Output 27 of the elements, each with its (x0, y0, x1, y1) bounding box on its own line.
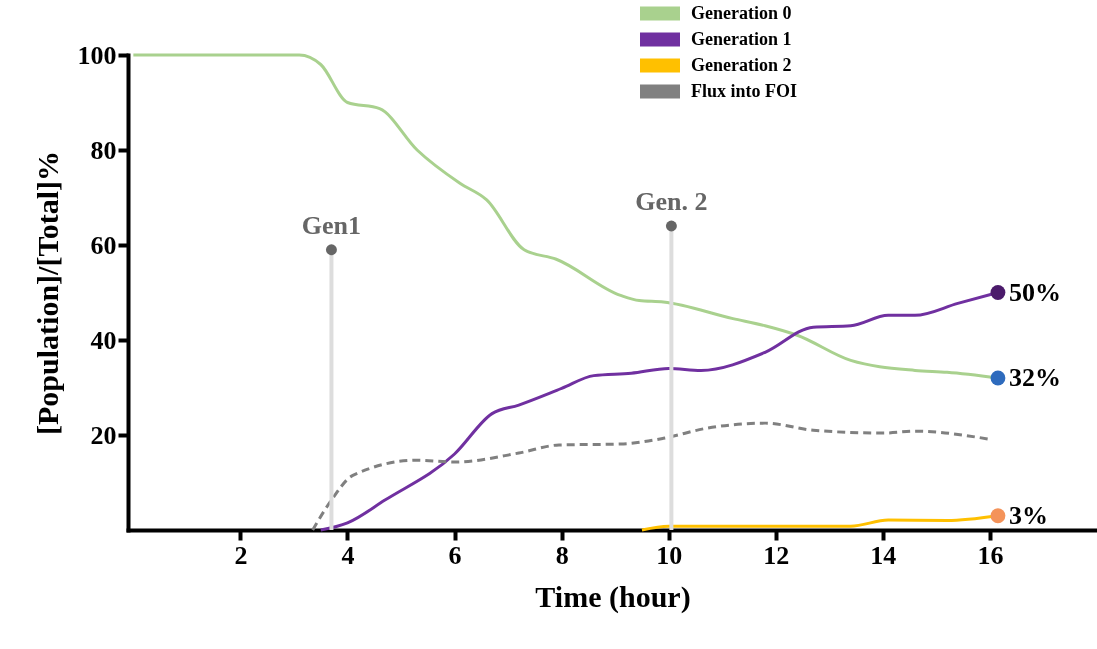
point (990, 508, 1006, 524)
annotation: Gen. 2 (635, 187, 708, 216)
legend-label: Flux into FOI (691, 80, 798, 101)
y-axis-title: [Population]/[Total]% (30, 151, 64, 435)
data-label: 50% (1008, 277, 1061, 307)
x-tick-label: 12 (763, 540, 790, 570)
x-tick-label: 4 (341, 540, 355, 570)
annotation: Gen1 (301, 210, 362, 240)
y-tick-label: 60 (90, 230, 117, 260)
point (990, 370, 1006, 386)
point (990, 285, 1006, 300)
legend-label: Generation 1 (691, 28, 792, 49)
legend-label: Generation 2 (691, 54, 792, 75)
data-label: 32% (1008, 363, 1061, 392)
legend-label: Generation 0 (691, 2, 792, 23)
x-axis-title: Time (hour) (535, 579, 691, 614)
y-tick-label: 40 (90, 325, 117, 355)
x-tick-label: 2 (234, 540, 248, 570)
x-tick-label: 6 (448, 540, 462, 570)
x-tick-label: 8 (555, 540, 569, 570)
data-label: 3% (1008, 500, 1048, 530)
y-tick-label: 100 (77, 40, 117, 70)
x-tick-label: 10 (656, 540, 683, 570)
y-tick-label: 20 (90, 420, 117, 450)
x-tick-label: 14 (870, 540, 897, 570)
x-tick-label: 16 (977, 540, 1004, 570)
y-tick-label: 80 (90, 135, 117, 165)
